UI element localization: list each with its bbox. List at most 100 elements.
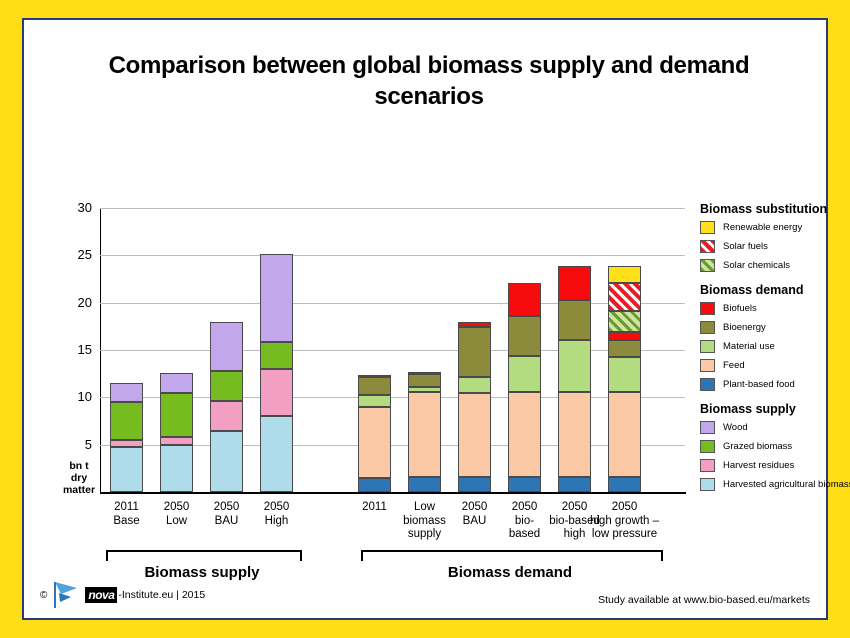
x-axis-tick-label-line: 2050 bbox=[511, 501, 538, 513]
legend-swatch bbox=[700, 378, 715, 391]
x-axis-tick-label-line: 2050 bbox=[461, 501, 488, 513]
legend-swatch bbox=[700, 421, 715, 434]
bar-segment[interactable] bbox=[608, 356, 641, 392]
x-axis-tick-label-line: 2050 bbox=[611, 501, 638, 513]
copyright-symbol: © bbox=[40, 589, 48, 601]
bar-segment[interactable] bbox=[558, 265, 591, 300]
bar-segment[interactable] bbox=[608, 332, 641, 340]
bar-segment[interactable] bbox=[160, 437, 193, 445]
bar-segment[interactable] bbox=[160, 444, 193, 492]
bar-segment[interactable] bbox=[458, 321, 491, 328]
bar-segment[interactable] bbox=[608, 311, 641, 333]
x-axis-tick-label-line: BAU bbox=[214, 514, 239, 527]
legend-item[interactable]: Plant-based food bbox=[700, 378, 850, 391]
bar-stack[interactable] bbox=[508, 208, 541, 492]
bar-segment[interactable] bbox=[508, 391, 541, 477]
bar-stack[interactable] bbox=[160, 208, 193, 492]
bar-segment[interactable] bbox=[358, 395, 391, 407]
bar-segment[interactable] bbox=[508, 476, 541, 492]
bar-stack[interactable] bbox=[210, 208, 243, 492]
bar-segment[interactable] bbox=[558, 476, 591, 492]
legend-item[interactable]: Bioenergy bbox=[700, 321, 850, 334]
bar-segment[interactable] bbox=[458, 476, 491, 492]
bar-segment[interactable] bbox=[260, 254, 293, 343]
bar-segment[interactable] bbox=[110, 402, 143, 440]
bar-segment[interactable] bbox=[558, 391, 591, 477]
x-axis-tick-label-line: high growth – bbox=[589, 514, 660, 527]
legend-item[interactable]: Harvested agricultural biomass bbox=[700, 478, 850, 491]
bar-segment[interactable] bbox=[358, 375, 391, 378]
bar-stack[interactable] bbox=[358, 208, 391, 492]
bar-segment[interactable] bbox=[458, 376, 491, 393]
legend-item-label: Harvest residues bbox=[723, 460, 795, 471]
bracket-supply bbox=[106, 550, 302, 561]
x-axis-tick-label: 2050 high growth – low pressure bbox=[583, 501, 667, 542]
legend-swatch bbox=[700, 478, 715, 491]
bar-stack[interactable] bbox=[110, 208, 143, 492]
legend-item-label: Grazed biomass bbox=[723, 441, 793, 452]
bar-segment[interactable] bbox=[160, 372, 193, 393]
bar-segment[interactable] bbox=[608, 282, 641, 312]
bar-segment[interactable] bbox=[408, 373, 441, 387]
bar-segment[interactable] bbox=[358, 406, 391, 478]
bar-segment[interactable] bbox=[608, 339, 641, 357]
bar-segment[interactable] bbox=[210, 431, 243, 492]
y-axis-tick-label: 25 bbox=[77, 247, 92, 263]
bar-segment[interactable] bbox=[160, 392, 193, 438]
bar-segment[interactable] bbox=[508, 355, 541, 392]
legend-swatch bbox=[700, 359, 715, 372]
legend-item[interactable]: Renewable energy bbox=[700, 221, 850, 234]
bar-stack[interactable] bbox=[558, 208, 591, 492]
bar-segment[interactable] bbox=[358, 477, 391, 492]
bar-segment[interactable] bbox=[558, 299, 591, 340]
bar-stack[interactable] bbox=[608, 208, 641, 492]
bar-segment[interactable] bbox=[210, 321, 243, 371]
bar-segment[interactable] bbox=[458, 327, 491, 377]
x-axis-tick-label: Low biomass supply bbox=[383, 501, 467, 542]
bar-stack[interactable] bbox=[408, 208, 441, 492]
legend-item[interactable]: Solar chemicals bbox=[700, 259, 850, 272]
x-axis-tick-label-line: BAU bbox=[462, 514, 487, 527]
legend-item[interactable]: Biofuels bbox=[700, 302, 850, 315]
bar-segment[interactable] bbox=[458, 392, 491, 477]
x-axis-tick-label: 2050 High bbox=[235, 501, 319, 528]
bar-segment[interactable] bbox=[210, 401, 243, 432]
legend-item[interactable]: Harvest residues bbox=[700, 459, 850, 472]
bar-segment[interactable] bbox=[260, 416, 293, 492]
legend-section-title: Biomass supply bbox=[700, 402, 796, 416]
legend-item-label: Solar fuels bbox=[723, 241, 768, 252]
bar-segment[interactable] bbox=[110, 383, 143, 403]
bar-segment[interactable] bbox=[408, 371, 441, 374]
bar-stack[interactable] bbox=[260, 208, 293, 492]
bar-segment[interactable] bbox=[110, 446, 143, 492]
bar-segment[interactable] bbox=[558, 339, 591, 392]
bar-segment[interactable] bbox=[608, 476, 641, 492]
bar-segment[interactable] bbox=[608, 391, 641, 477]
legend-item[interactable]: Solar fuels bbox=[700, 240, 850, 253]
bar-segment[interactable] bbox=[608, 265, 641, 283]
bar-segment[interactable] bbox=[508, 282, 541, 316]
bar-segment[interactable] bbox=[408, 391, 441, 477]
legend-swatch bbox=[700, 240, 715, 253]
legend-swatch bbox=[700, 221, 715, 234]
slide-frame: Comparison between global biomass supply… bbox=[22, 18, 850, 620]
bar-segment[interactable] bbox=[260, 368, 293, 417]
bar-segment[interactable] bbox=[260, 342, 293, 369]
bar-stack[interactable] bbox=[458, 208, 491, 492]
plot-area: 5 10 15 20 25 30 bbox=[78, 200, 685, 492]
legend-item[interactable]: Feed bbox=[700, 359, 850, 372]
page-title: Comparison between global biomass supply… bbox=[108, 52, 750, 111]
bar-segment[interactable] bbox=[508, 315, 541, 356]
bar-segment[interactable] bbox=[110, 439, 143, 447]
legend-item[interactable]: Material use bbox=[700, 340, 850, 353]
x-axis-tick-label-line: 2011 bbox=[114, 501, 139, 513]
legend-item-label: Biofuels bbox=[723, 303, 757, 314]
bar-segment[interactable] bbox=[358, 377, 391, 396]
gridline bbox=[100, 444, 685, 446]
bar-segment[interactable] bbox=[408, 476, 441, 492]
legend-item[interactable]: Wood bbox=[700, 421, 850, 434]
bar-segment[interactable] bbox=[408, 386, 441, 392]
legend-item[interactable]: Grazed biomass bbox=[700, 440, 850, 453]
legend-section-title: Biomass demand bbox=[700, 283, 804, 297]
bar-segment[interactable] bbox=[210, 370, 243, 402]
